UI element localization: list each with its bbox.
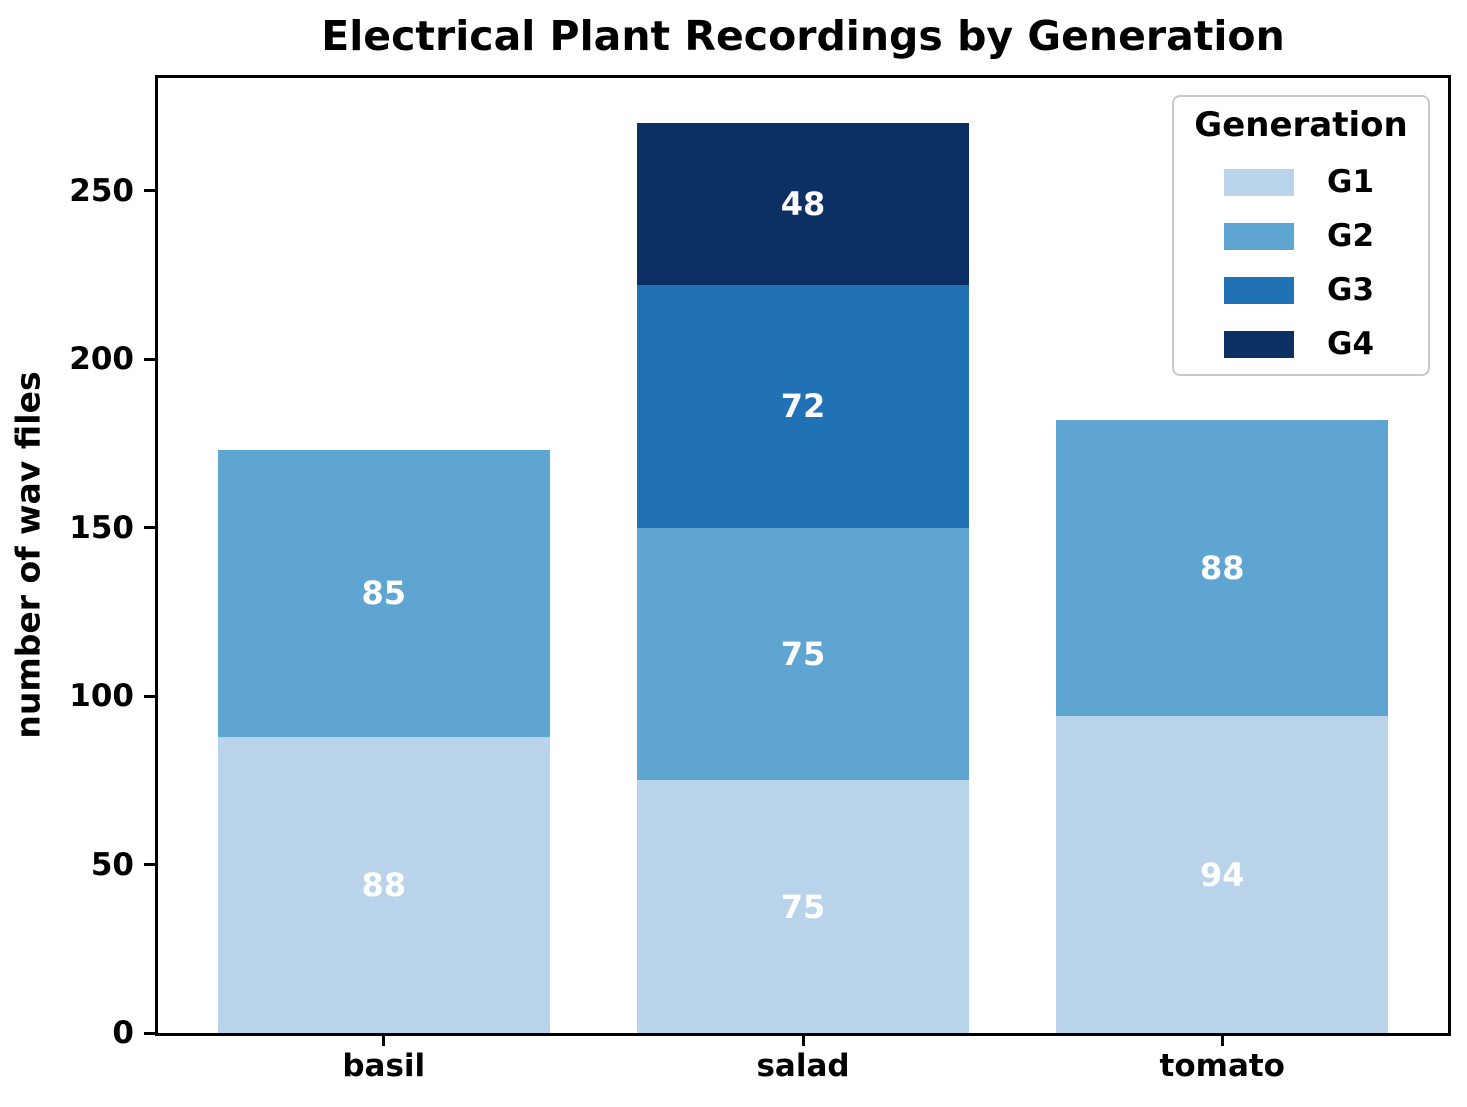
bar-segment-basil-g2 [217,450,550,737]
plot-area: 88 85 75 75 72 48 94 88 [158,78,1448,1033]
legend-label-g4: G4 [1327,326,1375,362]
bar-value-label: 48 [780,185,826,224]
y-tick-mark [144,189,158,193]
bar-segment-salad-g2 [637,527,969,781]
y-tick-label: 50 [90,846,134,883]
x-tick-mark [1220,1033,1224,1046]
bar-value-label: 72 [780,387,826,426]
legend-entry-g3: G3 [1174,263,1428,317]
legend-swatch-g4-icon [1224,330,1294,358]
y-tick-mark [144,357,158,361]
legend-title: Generation [1194,105,1408,145]
x-tick-label-basil: basil [342,1048,426,1084]
bar-value-label: 94 [1199,855,1245,894]
chart-title: Electrical Plant Recordings by Generatio… [321,12,1285,60]
bar-segment-salad-g3 [637,285,969,528]
legend-swatch-g1-icon [1224,168,1294,196]
y-tick-label: 150 [69,509,134,546]
bar-value-label: 85 [361,574,407,613]
legend-label-g2: G2 [1327,218,1375,254]
legend-swatch-g3-icon [1224,276,1294,304]
y-tick-mark [144,694,158,698]
y-tick-label: 250 [69,172,134,209]
bar-segment-basil-g1 [217,736,550,1033]
x-tick-mark [801,1033,805,1046]
bar-segment-salad-g1 [637,780,969,1033]
legend-swatch-g2-icon [1224,222,1294,250]
y-tick-mark [144,863,158,867]
bar-segment-salad-g4 [637,123,969,286]
x-tick-mark [382,1033,386,1046]
bar-value-label: 88 [1199,549,1245,588]
bar-value-label: 75 [780,887,826,926]
legend-entries: G1 G2 G3 G4 [1174,155,1428,371]
x-tick-label-salad: salad [756,1048,850,1084]
legend-entry-g1: G1 [1174,155,1428,209]
bar-value-label: 75 [780,635,826,674]
y-tick-mark [144,1031,158,1035]
y-tick-label: 100 [69,678,134,715]
legend-entry-g4: G4 [1174,317,1428,371]
legend-label-g3: G3 [1327,272,1375,308]
y-tick-label: 0 [112,1015,134,1051]
y-tick-label: 200 [69,341,134,378]
legend: Generation G1 G2 G3 G4 [1172,95,1430,376]
legend-entry-g2: G2 [1174,209,1428,263]
bar-value-label: 88 [361,865,407,904]
bar-segment-tomato-g1 [1056,716,1389,1033]
x-tick-label-tomato: tomato [1159,1048,1285,1084]
bar-segment-tomato-g2 [1056,419,1389,717]
y-tick-mark [144,526,158,530]
legend-label-g1: G1 [1327,164,1375,200]
